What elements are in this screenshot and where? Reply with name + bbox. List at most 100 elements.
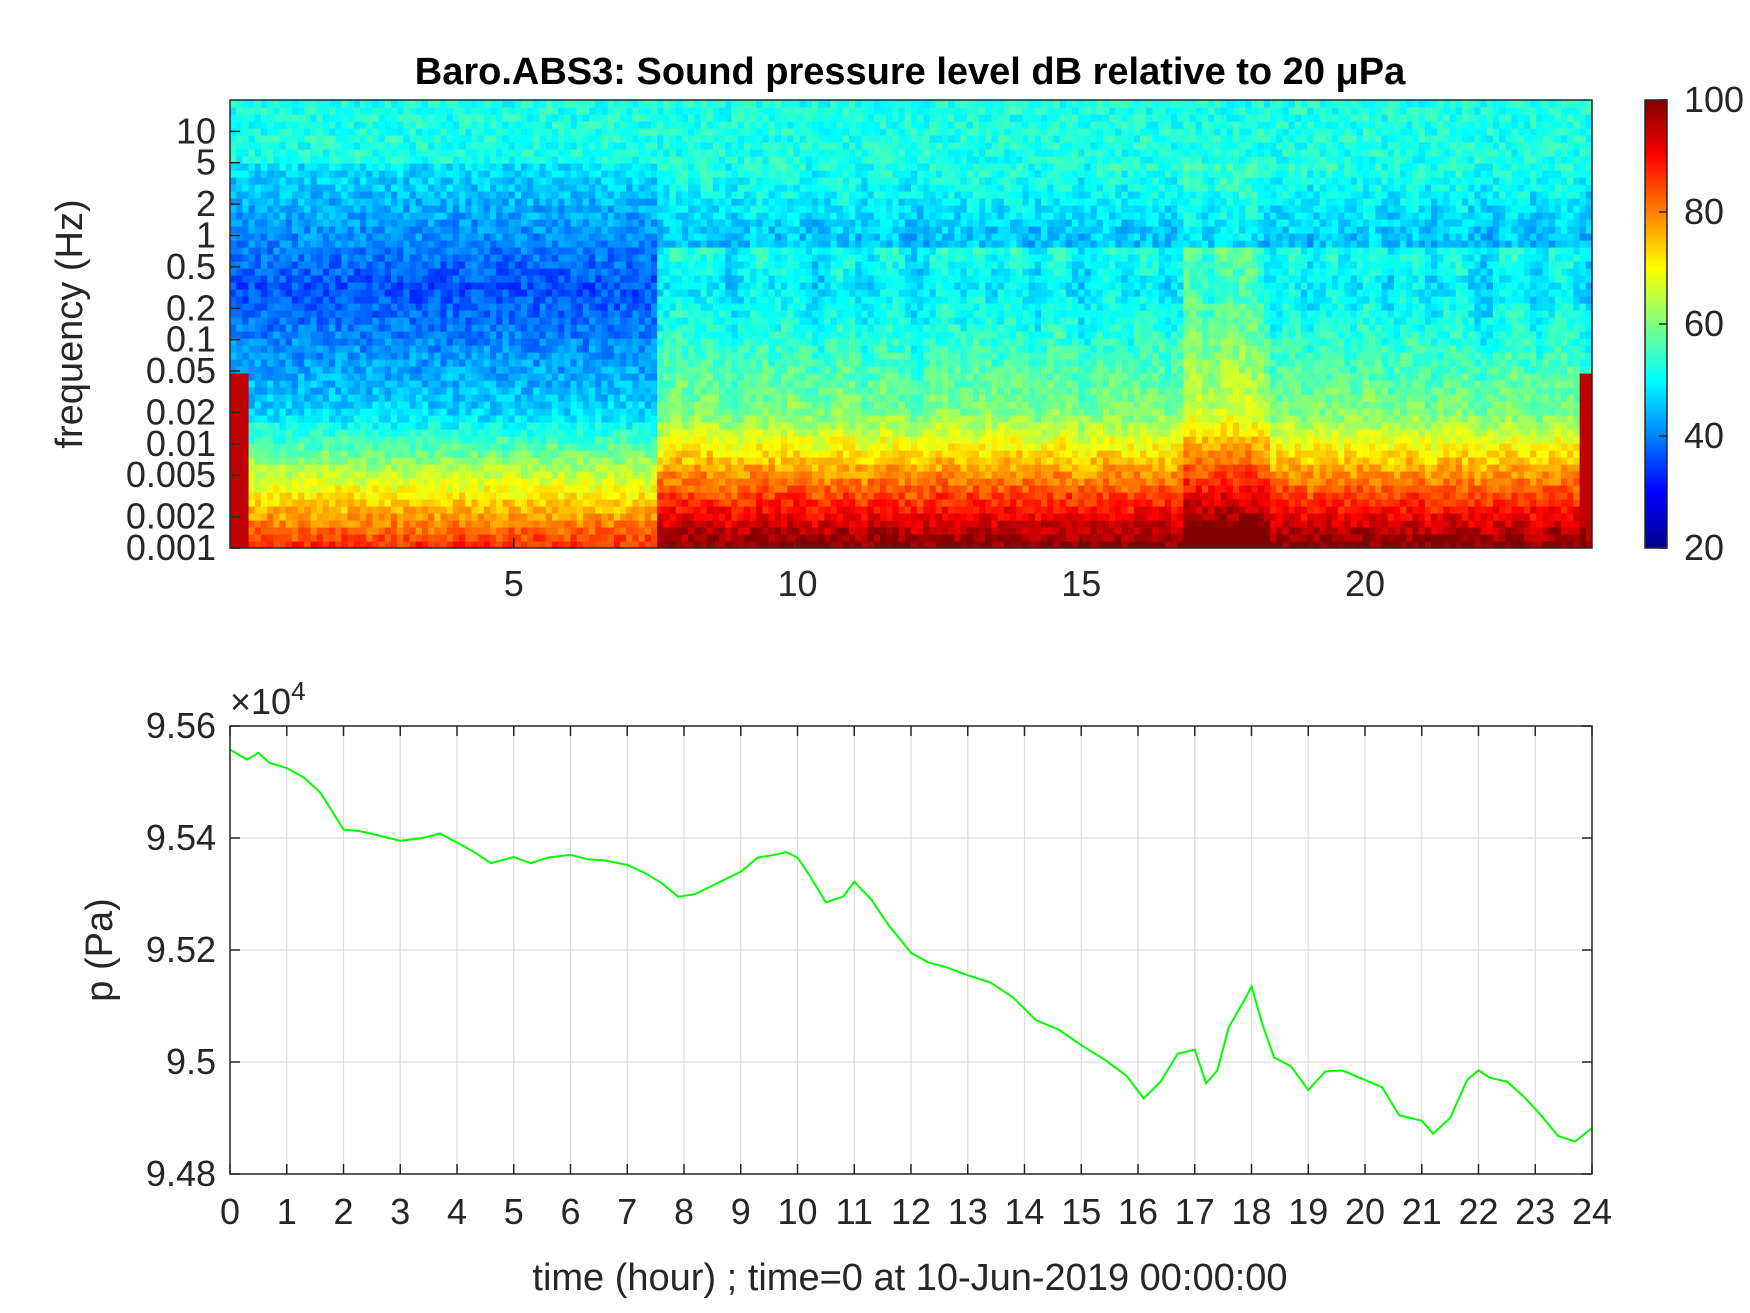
heatmap-cell bbox=[688, 513, 695, 521]
heatmap-cell bbox=[1406, 443, 1414, 451]
heatmap-cell bbox=[694, 527, 702, 535]
heatmap-cell bbox=[861, 415, 869, 423]
heatmap-cell bbox=[570, 485, 578, 493]
heatmap-cell bbox=[304, 506, 312, 514]
heatmap-cell bbox=[793, 408, 801, 416]
heatmap-cell bbox=[787, 387, 794, 395]
heatmap-cell bbox=[1084, 408, 1092, 416]
heatmap-cell bbox=[873, 394, 881, 402]
heatmap-cell bbox=[329, 422, 336, 430]
heatmap-cell bbox=[1121, 387, 1129, 395]
heatmap-cell bbox=[700, 450, 708, 458]
heatmap-cell bbox=[1096, 436, 1104, 444]
heatmap-cell bbox=[849, 478, 856, 486]
heatmap-cell bbox=[1028, 450, 1036, 458]
heatmap-cell bbox=[1561, 443, 1568, 451]
heatmap-cell bbox=[867, 520, 875, 528]
heatmap-cell bbox=[1511, 520, 1519, 528]
heatmap-cell bbox=[471, 478, 479, 486]
heatmap-cell bbox=[570, 422, 578, 430]
heatmap-cell bbox=[483, 464, 491, 472]
heatmap-cell bbox=[1016, 492, 1024, 500]
heatmap-cell bbox=[1350, 485, 1358, 493]
heatmap-cell bbox=[725, 499, 733, 507]
heatmap-cell bbox=[434, 450, 442, 458]
heatmap-cell bbox=[421, 506, 429, 514]
heatmap-cell bbox=[1171, 415, 1178, 423]
heatmap-cell bbox=[700, 492, 708, 500]
heatmap-cell bbox=[1276, 401, 1284, 409]
heatmap-cell bbox=[1406, 506, 1414, 514]
heatmap-cell bbox=[669, 429, 677, 437]
heatmap-cell bbox=[1362, 408, 1370, 416]
heatmap-cell bbox=[1325, 520, 1333, 528]
heatmap-cell bbox=[650, 478, 658, 486]
heatmap-cell bbox=[248, 520, 256, 528]
heatmap-cell bbox=[310, 422, 318, 430]
heatmap-cell bbox=[428, 422, 435, 430]
heatmap-cell bbox=[849, 443, 856, 451]
heatmap-cell bbox=[403, 534, 411, 542]
heatmap-cell bbox=[1090, 443, 1098, 451]
heatmap-cell bbox=[434, 464, 442, 472]
heatmap-cell bbox=[1474, 401, 1482, 409]
heatmap-cell bbox=[650, 485, 658, 493]
heatmap-cell bbox=[1003, 520, 1011, 528]
heatmap-cell bbox=[644, 401, 652, 409]
heatmap-cell bbox=[985, 506, 993, 514]
heatmap-cell bbox=[756, 464, 764, 472]
heatmap-cell bbox=[675, 429, 683, 437]
heatmap-cell bbox=[1183, 478, 1191, 486]
heatmap-cell bbox=[1536, 520, 1544, 528]
heatmap-cell bbox=[1282, 499, 1290, 507]
heatmap-cell bbox=[360, 527, 367, 535]
heatmap-cell bbox=[434, 478, 442, 486]
heatmap-cell bbox=[397, 408, 404, 416]
heatmap-cell bbox=[1276, 415, 1284, 423]
heatmap-cell bbox=[706, 387, 714, 395]
heatmap-cell bbox=[954, 527, 962, 535]
heatmap-cell bbox=[366, 506, 373, 514]
heatmap-cell bbox=[576, 422, 584, 430]
heatmap-cell bbox=[1034, 429, 1042, 437]
heatmap-cell bbox=[706, 499, 714, 507]
heatmap-cell bbox=[446, 541, 454, 548]
heatmap-cell bbox=[1053, 471, 1061, 479]
heatmap-cell bbox=[576, 464, 584, 472]
heatmap-cell bbox=[725, 429, 733, 437]
heatmap-cell bbox=[1053, 415, 1061, 423]
heatmap-cell bbox=[1468, 534, 1475, 542]
heatmap-cell bbox=[1406, 471, 1414, 479]
heatmap-cell bbox=[1393, 478, 1401, 486]
heatmap-cell bbox=[842, 443, 850, 451]
heatmap-cell bbox=[1034, 541, 1042, 548]
heatmap-cell bbox=[917, 485, 924, 493]
heatmap-cell bbox=[1523, 429, 1531, 437]
heatmap-cell bbox=[582, 408, 590, 416]
heatmap-cell bbox=[917, 436, 924, 444]
heatmap-cell bbox=[836, 422, 844, 430]
heatmap-cell bbox=[397, 464, 404, 472]
heatmap-cell bbox=[650, 492, 658, 500]
heatmap-cell bbox=[1567, 443, 1575, 451]
heatmap-cell bbox=[1461, 541, 1469, 548]
heatmap-cell bbox=[923, 387, 931, 395]
heatmap-cell bbox=[805, 387, 813, 395]
heatmap-cell bbox=[1028, 415, 1036, 423]
heatmap-cell bbox=[1505, 527, 1513, 535]
heatmap-cell bbox=[1480, 450, 1488, 458]
heatmap-cell bbox=[663, 408, 671, 416]
heatmap-cell bbox=[644, 457, 652, 465]
heatmap-cell bbox=[1282, 541, 1290, 548]
heatmap-cell bbox=[1115, 436, 1123, 444]
heatmap-cell bbox=[787, 492, 794, 500]
heatmap-cell bbox=[1164, 450, 1172, 458]
heatmap-cell bbox=[1461, 422, 1469, 430]
heatmap-cell bbox=[378, 478, 386, 486]
heatmap-cell bbox=[1486, 401, 1494, 409]
heatmap-cell bbox=[415, 387, 423, 395]
heatmap-cell bbox=[508, 450, 516, 458]
heatmap-cell bbox=[1115, 520, 1123, 528]
heatmap-cell bbox=[836, 485, 844, 493]
heatmap-cell bbox=[1536, 394, 1544, 402]
